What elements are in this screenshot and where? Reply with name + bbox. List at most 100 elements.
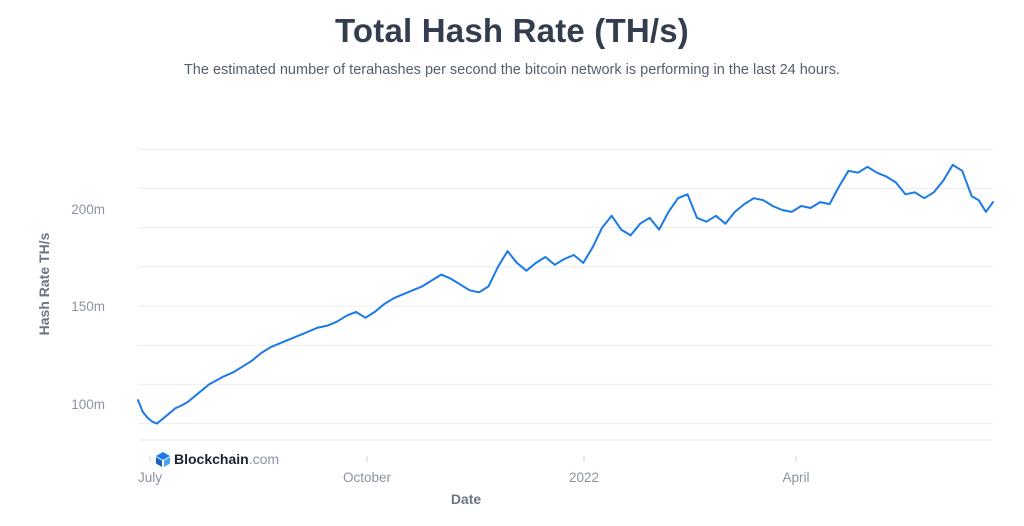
gridlines (138, 148, 993, 425)
data-point (208, 383, 210, 385)
series-line (137, 163, 994, 425)
data-point (800, 205, 802, 207)
data-point (942, 180, 944, 182)
data-point (668, 211, 670, 213)
data-point (327, 325, 329, 327)
data-point (317, 327, 319, 329)
data-point (923, 197, 925, 199)
data-point (345, 315, 347, 317)
x-tick-label: 2022 (569, 470, 599, 485)
data-point (743, 203, 745, 205)
data-point (459, 283, 461, 285)
data-point (715, 215, 717, 217)
data-point (705, 221, 707, 223)
data-point (992, 201, 994, 203)
data-point (838, 185, 840, 187)
data-point (535, 262, 537, 264)
brand-name-text: Blockchain.com (174, 451, 279, 467)
data-point (895, 182, 897, 184)
data-point (563, 258, 565, 260)
data-point (161, 419, 163, 421)
data-point (241, 366, 243, 368)
data-point (961, 170, 963, 172)
data-point (194, 395, 196, 397)
data-point (412, 289, 414, 291)
data-point (180, 405, 182, 407)
y-tick-label: 100m (71, 397, 105, 412)
data-point (848, 170, 850, 172)
data-point (393, 297, 395, 299)
data-point (630, 234, 632, 236)
data-point (151, 421, 153, 423)
data-point (289, 338, 291, 340)
y-tick-labels: 100m 150m 200m (71, 202, 105, 412)
data-point (601, 227, 603, 229)
x-tick-label: July (138, 470, 162, 485)
data-point (611, 215, 613, 217)
x-tick-label: April (782, 470, 809, 485)
y-tick-label: 150m (71, 299, 105, 314)
data-point (876, 172, 878, 174)
data-point (355, 311, 357, 313)
data-point (431, 280, 433, 282)
brand-name: Blockchain (174, 451, 249, 467)
data-point (298, 334, 300, 336)
data-point (554, 264, 556, 266)
data-point (658, 229, 660, 231)
data-point (639, 223, 641, 225)
data-point (170, 411, 172, 413)
y-tick-label: 200m (71, 202, 105, 217)
data-point (279, 342, 281, 344)
data-point (829, 203, 831, 205)
data-point (810, 207, 812, 209)
chart-subtitle: The estimated number of terahashes per s… (183, 62, 841, 78)
data-point (232, 372, 234, 374)
data-point (270, 346, 272, 348)
data-point (677, 197, 679, 199)
data-point (544, 256, 546, 258)
data-point (142, 411, 144, 413)
brand-suffix: .com (249, 451, 279, 467)
data-point (440, 274, 442, 276)
data-point (573, 254, 575, 256)
brand-watermark: Blockchain.com (156, 451, 279, 467)
data-point (222, 376, 224, 378)
data-point (687, 193, 689, 195)
x-ticks: July October 2022 April (138, 456, 810, 485)
data-point (215, 380, 217, 382)
data-point (507, 250, 509, 252)
data-point (762, 199, 764, 201)
data-point (753, 197, 755, 199)
data-point (620, 229, 622, 231)
x-axis-label: Date (451, 491, 482, 507)
data-point (867, 166, 869, 168)
data-point (781, 209, 783, 211)
data-point (260, 352, 262, 354)
data-point (952, 164, 954, 166)
data-point (985, 211, 987, 213)
data-point (791, 211, 793, 213)
data-point (933, 191, 935, 193)
data-point (649, 217, 651, 219)
data-point (497, 266, 499, 268)
data-point (724, 223, 726, 225)
data-point (857, 172, 859, 174)
blockchain-logo-icon (156, 452, 170, 467)
data-point (819, 201, 821, 203)
data-point (383, 303, 385, 305)
y-axis-label: Hash Rate TH/s (36, 232, 52, 335)
data-point (516, 262, 518, 264)
data-point (525, 270, 527, 272)
data-point (914, 191, 916, 193)
data-point (978, 199, 980, 201)
data-point (582, 262, 584, 264)
data-point (251, 360, 253, 362)
data-point (402, 293, 404, 295)
data-point (165, 415, 167, 417)
data-point (734, 211, 736, 213)
data-point (201, 389, 203, 391)
chart-title: Total Hash Rate (TH/s) (335, 12, 689, 49)
data-point (364, 317, 366, 319)
